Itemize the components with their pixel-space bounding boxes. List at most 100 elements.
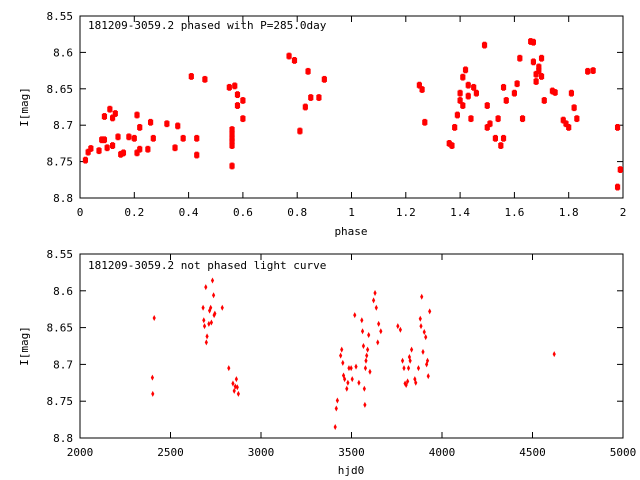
unphased-y-tick-label: 8.55 (47, 248, 74, 261)
unphased-x-tick-label: 5000 (610, 446, 637, 459)
phased-data-point-cross (230, 162, 234, 170)
phased-data-point-cross (241, 115, 245, 123)
unphased-data-point (425, 361, 429, 368)
phased-x-tick-label: 0 (77, 206, 84, 219)
unphased-data-point (360, 328, 365, 335)
phased-data-point-cross (121, 149, 126, 157)
unphased-data-point (374, 304, 378, 311)
phased-y-tick-label: 8.7 (53, 119, 73, 132)
unphased-x-tick-labels: 2000 2500 3000 3500 4000 4500 5000 (67, 446, 637, 459)
phased-data-point-cross (561, 116, 565, 124)
unphased-x-axis-label: hjd0 (338, 464, 365, 477)
unphased-data-point (425, 357, 430, 364)
unphased-data-point (424, 334, 428, 341)
unphased-data-point (421, 348, 425, 355)
unphased-y-tick-labels: 8.55 8.6 8.65 8.7 8.75 8.8 (47, 248, 74, 445)
unphased-data-point (339, 352, 343, 359)
phased-data-point-cross (203, 75, 207, 83)
phased-data-point-cross (146, 145, 150, 153)
unphased-data-point (345, 385, 349, 392)
phased-y-tick-labels: 8.55 8.6 8.65 8.7 8.75 8.8 (47, 10, 74, 205)
phased-x-tick-label: 0.2 (124, 206, 144, 219)
unphased-data-point (368, 368, 372, 375)
phased-data-point-cross (298, 127, 302, 135)
unphased-data-point (552, 351, 556, 358)
unphased-y-tick-label: 8.75 (47, 395, 74, 408)
phased-data-point-cross (195, 151, 199, 159)
unphased-data-point (334, 405, 338, 412)
phased-data-point-cross (417, 81, 421, 89)
phased-x-tick-label: 1.8 (559, 206, 579, 219)
phased-plot-frame (79, 15, 624, 199)
phased-data-point-cross (230, 126, 234, 133)
phased-data-point-cross (539, 54, 544, 62)
phased-data-point-cross (463, 66, 468, 74)
unphased-data-point (354, 363, 358, 370)
phased-data-point-cross (461, 73, 465, 81)
phased-data-point-cross (227, 83, 231, 91)
unphased-data-point (209, 319, 214, 326)
unphased-data-point (211, 292, 216, 299)
phased-data-point-cross (309, 94, 313, 101)
phased-data-point-cross (520, 115, 525, 123)
phased-data-point-cross (572, 104, 576, 112)
unphased-data-point (350, 376, 354, 383)
phased-data-point-cross (531, 58, 536, 66)
unphased-plot-frame (79, 253, 624, 439)
phased-data-point-cross (306, 67, 310, 75)
phased-data-point-cross (618, 166, 622, 174)
phased-data-point-cross (102, 113, 107, 120)
unphased-data-point (357, 379, 361, 386)
phased-y-tick-label: 8.65 (47, 83, 74, 96)
phased-data-point-cross (195, 134, 199, 142)
phased-data-point-cross (447, 140, 451, 147)
unphased-data-point (235, 384, 239, 391)
unphased-data-point (416, 365, 421, 372)
unphased-y-axis-label: I[mag] (18, 326, 31, 366)
unphased-data-point (204, 339, 208, 346)
unphased-data-point (227, 365, 231, 372)
unphased-data-point (363, 401, 367, 408)
phased-data-point-cross (453, 123, 457, 131)
phased-chart-title: 181209-3059.2 phased with P=285.0day (88, 19, 327, 32)
phased-data-point-cross (550, 87, 555, 95)
phased-data-point-cross (482, 41, 487, 49)
phased-data-point-cross (537, 63, 541, 71)
unphased-data-point (420, 293, 424, 300)
phased-data-point-cross (569, 89, 574, 97)
phased-data-point-cross (488, 120, 492, 128)
unphased-y-tick-label: 8.6 (53, 285, 73, 298)
unphased-data-point (152, 315, 156, 322)
phased-data-point-cross (241, 97, 245, 104)
unphased-data-point (209, 304, 213, 311)
unphased-data-point (414, 379, 418, 386)
unphased-y-tick-label: 8.8 (53, 432, 73, 445)
unphased-data-point (377, 320, 381, 327)
phased-data-point-cross (97, 147, 101, 155)
phased-data-point-cross (176, 122, 180, 130)
phased-data-point-cross (472, 83, 476, 91)
phased-data-point-cross (89, 145, 93, 152)
phased-data-point-cross (108, 105, 112, 113)
phased-data-point-cross (135, 111, 139, 119)
unphased-data-point (379, 328, 383, 335)
phased-x-tick-label: 2 (620, 206, 627, 219)
phased-data-point-cross (292, 57, 297, 64)
unphased-data-point (231, 380, 235, 387)
phased-data-point-cross (105, 144, 109, 152)
unphased-data-point (204, 284, 208, 291)
unphased-data-point (349, 365, 353, 372)
phased-x-tick-label: 0.8 (287, 206, 307, 219)
phased-data-point-cross (287, 52, 291, 60)
phased-data-point-cross (466, 81, 470, 89)
phased-x-tick-label: 1.4 (450, 206, 470, 219)
phased-data-point-cross (423, 118, 427, 126)
unphased-data-point (428, 308, 432, 315)
phased-data-point-cross (102, 136, 107, 144)
unphased-data-point (362, 385, 366, 392)
phased-data-point-cross (132, 134, 136, 142)
phased-x-tick-label: 1.6 (504, 206, 524, 219)
phased-y-tick-label: 8.55 (47, 10, 74, 23)
unphased-data-point (353, 312, 357, 319)
unphased-data-point (376, 339, 380, 346)
